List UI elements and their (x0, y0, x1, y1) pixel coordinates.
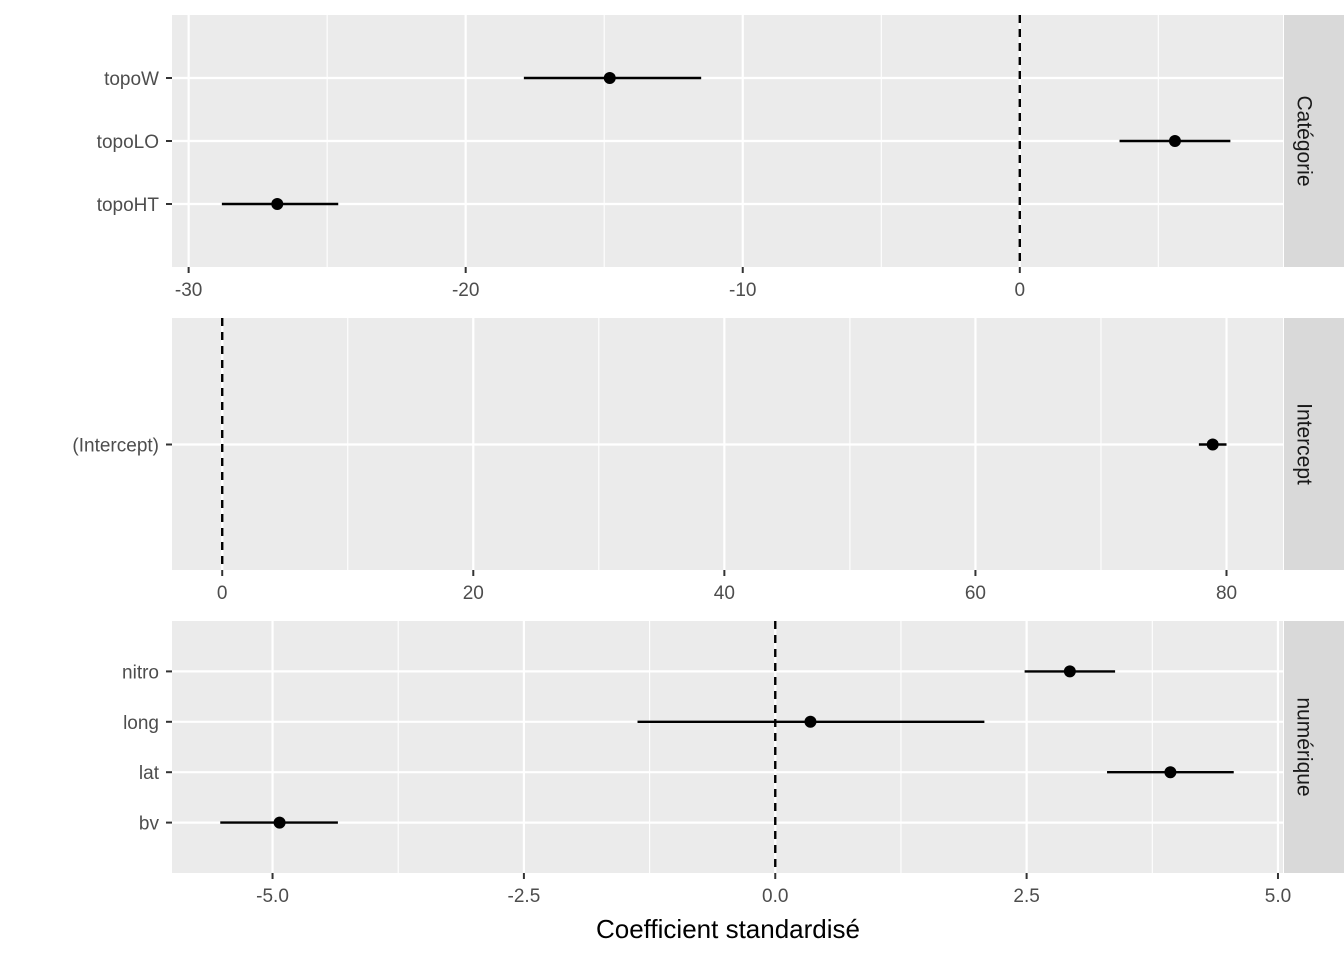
estimate-point (273, 816, 286, 829)
x-tick-label: -10 (729, 280, 756, 301)
term-label: nitro (122, 662, 159, 683)
x-tick-label: -20 (452, 280, 479, 301)
x-tick-label: 40 (714, 583, 735, 604)
term-label: topoW (104, 69, 159, 90)
x-tick-label: -5.0 (256, 886, 289, 907)
x-tick-label: 5.0 (1265, 886, 1291, 907)
x-tick-label: 0.0 (762, 886, 788, 907)
estimate-point (603, 72, 616, 84)
facet-strip (1284, 621, 1344, 873)
term-label: lat (139, 763, 160, 784)
estimate-point (1164, 766, 1177, 779)
x-tick-label: 80 (1216, 583, 1237, 604)
estimate-point (271, 198, 284, 210)
estimate-point (1206, 438, 1219, 451)
facet-strip-label: numérique (1293, 697, 1316, 796)
facet-strip-label: Catégorie (1293, 95, 1316, 186)
x-axis-title: Coefficient standardisé (596, 914, 860, 944)
facet-strip-label: Intercept (1293, 403, 1316, 485)
estimate-point (1063, 665, 1076, 678)
facet-panel-3: -5.0 -2.5 0.0 2.5 5.0 nitro long lat bv numérique (122, 621, 1344, 907)
term-label: long (123, 713, 159, 734)
estimate-point (1168, 135, 1181, 147)
facet-panel-2: 0 20 40 60 80 (Intercept) Intercept (72, 318, 1344, 604)
x-tick-label: -2.5 (508, 886, 541, 907)
x-tick-label: 0 (1015, 280, 1026, 301)
facet-strip (1284, 15, 1344, 267)
x-tick-label: 20 (463, 583, 484, 604)
term-label: (Intercept) (72, 436, 159, 457)
x-tick-label: 60 (965, 583, 986, 604)
x-tick-label: -30 (175, 280, 202, 301)
estimate-point (804, 715, 817, 728)
x-tick-label: 2.5 (1013, 886, 1039, 907)
facet-panels: -30 -20 -10 0 topoW topoLO topoHT Catégorie 0 20 4… (72, 15, 1344, 907)
term-label: topoHT (97, 195, 160, 216)
facet-strip (1284, 318, 1344, 570)
term-label: bv (139, 814, 160, 835)
x-tick-label: 0 (217, 583, 228, 604)
facet-panel-1: -30 -20 -10 0 topoW topoLO topoHT Catégorie (97, 15, 1344, 301)
term-label: topoLO (97, 132, 159, 153)
panel-background (172, 621, 1283, 873)
